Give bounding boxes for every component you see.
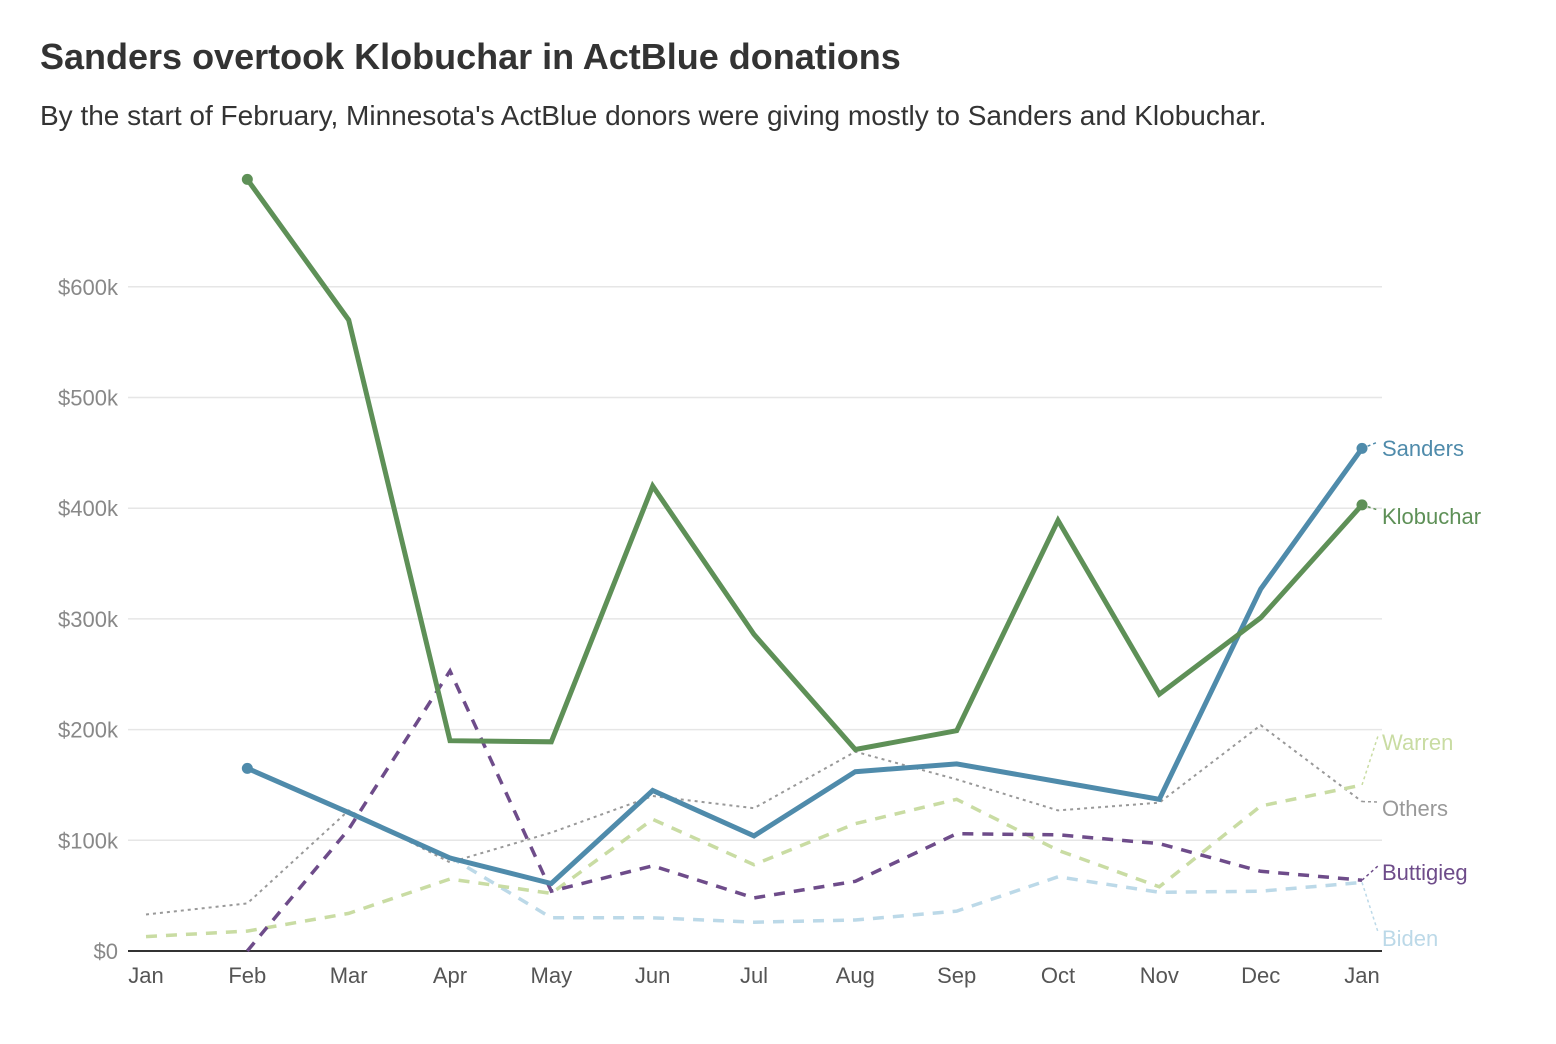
x-tick-label: Nov [1140, 963, 1179, 988]
chart-title: Sanders overtook Klobuchar in ActBlue do… [40, 36, 901, 77]
chart-subtitle: By the start of February, Minnesota's Ac… [40, 100, 1267, 131]
x-tick-label: Jul [740, 963, 768, 988]
series-line-warren [145, 783, 1363, 939]
series-start-point [241, 762, 253, 774]
y-tick-label: $400k [58, 496, 119, 521]
x-tick-label: Aug [836, 963, 875, 988]
series-line-klobuchar [245, 177, 1364, 753]
y-tick-label: $200k [58, 718, 119, 743]
x-tick-label: Oct [1041, 963, 1075, 988]
series-line-biden [449, 855, 1363, 924]
y-tick-label: $600k [58, 275, 119, 300]
series-label-biden: Biden [1382, 926, 1438, 951]
x-tick-label: Jun [635, 963, 670, 988]
x-tick-label: Feb [228, 963, 266, 988]
x-tick-label: Apr [433, 963, 467, 988]
series-start-point [241, 173, 253, 185]
y-tick-label: $500k [58, 386, 119, 411]
y-tick-label: $0 [94, 939, 118, 964]
series-labels: Others Biden Warren Buttigieg Sanders Klobuch… [1361, 436, 1481, 951]
gridlines [128, 286, 1382, 842]
x-tick-label: Sep [937, 963, 976, 988]
y-tick-label: $300k [58, 607, 119, 632]
label-connector [1361, 882, 1379, 933]
series-line-buttigieg [245, 667, 1363, 953]
y-tick-label: $100k [58, 828, 119, 853]
series-label-klobuchar: Klobuchar [1382, 504, 1481, 529]
label-connector [1361, 865, 1379, 881]
x-tick-label: Dec [1241, 963, 1280, 988]
label-connector [1361, 504, 1379, 511]
x-tick-label: Jan [1344, 963, 1379, 988]
label-connector [1361, 735, 1379, 786]
series-lines [145, 173, 1368, 953]
x-tick-label: Mar [330, 963, 368, 988]
y-axis-ticks: $0 $100k $200k $300k $400k $500k $600k [58, 275, 119, 964]
series-label-sanders: Sanders [1382, 436, 1464, 461]
x-tick-label: May [531, 963, 573, 988]
x-axis-ticks: Jan Feb Mar Apr May Jun Jul Aug Sep Oct Nov Dec Jan [128, 963, 1379, 988]
series-label-others: Others [1382, 796, 1448, 821]
series-line-sanders [246, 446, 1365, 887]
x-tick-label: Jan [128, 963, 163, 988]
series-label-buttigieg: Buttigieg [1382, 860, 1468, 885]
label-connector [1361, 441, 1379, 450]
series-label-warren: Warren [1382, 730, 1453, 755]
